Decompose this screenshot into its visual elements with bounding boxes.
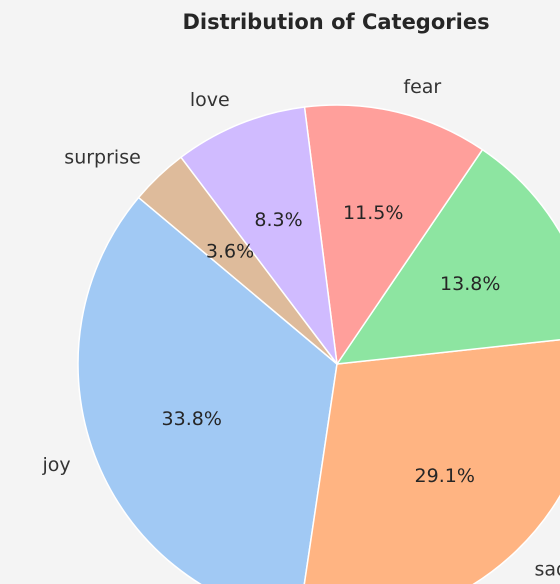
slice-label-joy: joy — [41, 454, 70, 476]
chart-title: Distribution of Categories — [182, 10, 489, 34]
pie-slice-love — [180, 106, 338, 365]
pie-labels: 33.8%joy29.1%sadness13.8%anger11.5%fear8… — [41, 76, 560, 580]
slice-label-surprise: surprise — [64, 146, 141, 168]
pct-label-love: 8.3% — [254, 209, 302, 231]
slice-label-love: love — [190, 89, 230, 111]
slice-label-fear: fear — [403, 76, 441, 98]
pct-label-surprise: 3.6% — [206, 240, 254, 262]
pie-slice-joy — [77, 196, 338, 584]
pct-label-sadness: 29.1% — [415, 465, 475, 487]
pie-slice-surprise — [137, 156, 338, 365]
pie-slices — [77, 104, 560, 584]
pie-slice-fear — [303, 104, 484, 365]
pct-label-anger: 13.8% — [440, 273, 500, 295]
pct-label-joy: 33.8% — [162, 408, 222, 430]
slice-label-sadness: sadness — [535, 558, 560, 580]
pie-slice-anger — [336, 148, 560, 365]
pie-slice-sadness — [303, 338, 560, 584]
pct-label-fear: 11.5% — [343, 202, 403, 224]
